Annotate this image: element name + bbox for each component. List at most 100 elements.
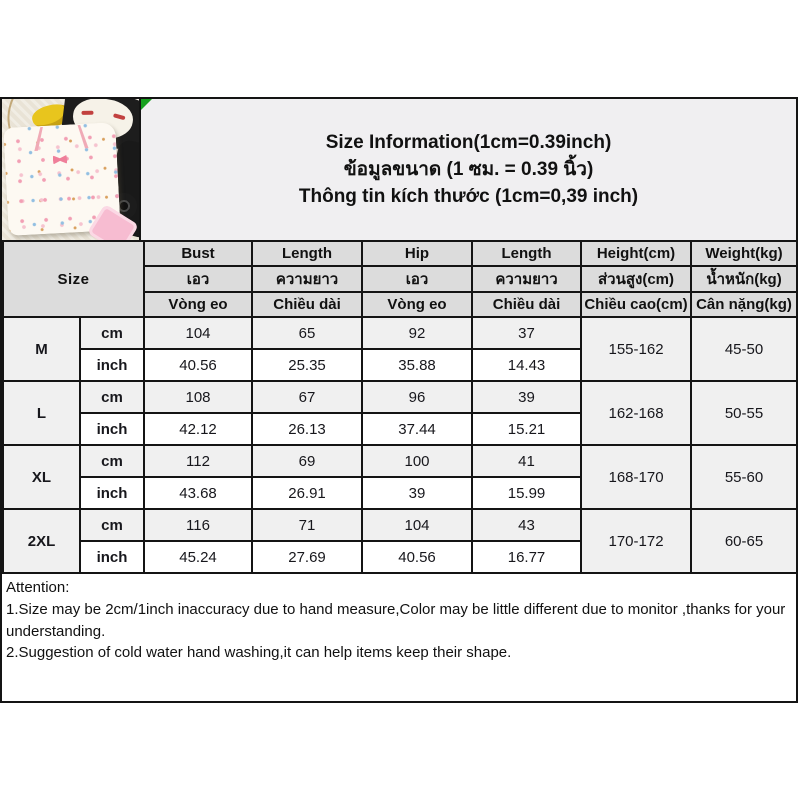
measurement-2xl-inch-3: 16.77 bbox=[471, 540, 583, 574]
weight-range-l: 50-55 bbox=[690, 380, 799, 446]
measurement-xl-cm-2: 100 bbox=[361, 444, 474, 478]
measurement-xl-cm-1: 69 bbox=[251, 444, 364, 478]
unit-label-cm: cm bbox=[78, 380, 146, 414]
size-table: Size Bust Length Hip Length Height(cm) W… bbox=[1, 240, 799, 574]
measurement-l-cm-0: 108 bbox=[143, 380, 254, 414]
measurement-l-cm-1: 67 bbox=[251, 380, 364, 414]
measurement-l-inch-3: 15.21 bbox=[471, 412, 583, 446]
column-header-height-vi: Chiều cao(cm) bbox=[580, 291, 693, 318]
cat-ear-icon bbox=[128, 99, 139, 103]
table-row-xl-cm: XL cm 112 69 100 41 168-170 55-60 bbox=[2, 444, 799, 510]
height-range-l: 162-168 bbox=[580, 380, 693, 446]
measurement-2xl-inch-2: 40.56 bbox=[361, 540, 474, 574]
attention-note-1: 1.Size may be 2cm/1inch inaccuracy due t… bbox=[6, 600, 786, 640]
column-header-hip-vi: Vòng eo bbox=[361, 291, 474, 318]
column-header-weight-th: น้ำหนัก(kg) bbox=[690, 265, 799, 293]
size-corner-label: Size bbox=[1, 240, 146, 318]
attention-heading: Attention: bbox=[6, 579, 70, 596]
title-english: Size Information(1cm=0.39inch) bbox=[325, 132, 612, 153]
measurement-m-cm-1: 65 bbox=[251, 316, 364, 350]
size-label-l: L bbox=[2, 380, 81, 446]
measurement-2xl-inch-1: 27.69 bbox=[251, 540, 364, 574]
column-header-hip-th: เอว bbox=[361, 265, 474, 293]
unit-label-cm: cm bbox=[78, 508, 146, 542]
column-header-height-th: ส่วนสูง(cm) bbox=[580, 265, 693, 293]
unit-label-inch: inch bbox=[78, 540, 146, 574]
size-label-2xl: 2XL bbox=[2, 508, 81, 574]
size-label-m: M bbox=[2, 316, 81, 382]
table-row-l-inch: inch 42.12 26.13 37.44 15.21 bbox=[3, 412, 797, 446]
measurement-2xl-inch-0: 45.24 bbox=[143, 540, 254, 574]
measurement-m-inch-2: 35.88 bbox=[361, 348, 474, 382]
measurement-xl-inch-1: 26.91 bbox=[251, 476, 364, 510]
measurement-2xl-cm-1: 71 bbox=[251, 508, 364, 542]
top-band: Size Information(1cm=0.39inch) ข้อมูลขนา… bbox=[2, 99, 796, 240]
attention-section: Attention: 1.Size may be 2cm/1inch inacc… bbox=[2, 574, 796, 701]
measurement-l-inch-0: 42.12 bbox=[143, 412, 254, 446]
weight-range-2xl: 60-65 bbox=[690, 508, 799, 574]
height-range-m: 155-162 bbox=[580, 316, 693, 382]
size-label-xl: XL bbox=[2, 444, 81, 510]
unit-label-cm: cm bbox=[78, 444, 146, 478]
column-header-length-vi: Chiều dài bbox=[251, 291, 364, 318]
measurement-xl-cm-0: 112 bbox=[143, 444, 254, 478]
size-table-header: Size Bust Length Hip Length Height(cm) W… bbox=[1, 240, 799, 318]
measurement-l-inch-2: 37.44 bbox=[361, 412, 474, 446]
column-header-length2-en: Length bbox=[471, 240, 583, 267]
column-header-length-en: Length bbox=[251, 240, 364, 267]
column-header-length2-vi: Chiều dài bbox=[471, 291, 583, 318]
measurement-2xl-cm-3: 43 bbox=[471, 508, 583, 542]
table-row-xl-inch: inch 43.68 26.91 39 15.99 bbox=[3, 476, 797, 510]
column-header-length-th: ความยาว bbox=[251, 265, 364, 293]
measurement-m-inch-1: 25.35 bbox=[251, 348, 364, 382]
column-header-bust-vi: Vòng eo bbox=[143, 291, 254, 318]
measurement-2xl-cm-0: 116 bbox=[143, 508, 254, 542]
measurement-m-inch-0: 40.56 bbox=[143, 348, 254, 382]
column-header-bust-th: เอว bbox=[143, 265, 254, 293]
column-header-bust-en: Bust bbox=[143, 240, 254, 267]
unit-label-inch: inch bbox=[78, 348, 146, 382]
title-thai: ข้อมูลขนาด (1 ซม. = 0.39 นิ้ว) bbox=[343, 159, 594, 180]
height-range-xl: 168-170 bbox=[580, 444, 693, 510]
unit-label-inch: inch bbox=[78, 412, 146, 446]
cat-eye-icon bbox=[81, 110, 94, 115]
measurement-m-cm-3: 37 bbox=[471, 316, 583, 350]
bow-icon bbox=[53, 155, 67, 165]
title-area: Size Information(1cm=0.39inch) ข้อมูลขนา… bbox=[141, 99, 796, 240]
table-row-2xl-cm: 2XL cm 116 71 104 43 170-172 60-65 bbox=[2, 508, 799, 574]
unit-label-cm: cm bbox=[78, 316, 146, 350]
attention-note-2: 2.Suggestion of cold water hand washing,… bbox=[6, 644, 512, 662]
header-row-vietnamese: Vòng eo Chiều dài Vòng eo Chiều dài Chiề… bbox=[3, 291, 799, 318]
unit-label-inch: inch bbox=[78, 476, 146, 510]
column-header-length2-th: ความยาว bbox=[471, 265, 583, 293]
measurement-l-cm-2: 96 bbox=[361, 380, 474, 414]
table-row-m-inch: inch 40.56 25.35 35.88 14.43 bbox=[3, 348, 797, 382]
title-vietnamese: Thông tin kích thước (1cm=0,39 inch) bbox=[298, 186, 639, 207]
column-header-weight-vi: Cân nặng(kg) bbox=[690, 291, 799, 318]
table-row-2xl-inch: inch 45.24 27.69 40.56 16.77 bbox=[3, 540, 797, 574]
measurement-m-cm-0: 104 bbox=[143, 316, 254, 350]
column-header-hip-en: Hip bbox=[361, 240, 474, 267]
measurement-xl-cm-3: 41 bbox=[471, 444, 583, 478]
measurement-l-inch-1: 26.13 bbox=[251, 412, 364, 446]
weight-range-m: 45-50 bbox=[690, 316, 799, 382]
measurement-xl-inch-3: 15.99 bbox=[471, 476, 583, 510]
measurement-l-cm-3: 39 bbox=[471, 380, 583, 414]
column-header-weight-en: Weight(kg) bbox=[690, 240, 799, 267]
measurement-m-cm-2: 92 bbox=[361, 316, 474, 350]
header-row-english: Size Bust Length Hip Length Height(cm) W… bbox=[1, 240, 799, 318]
weight-range-xl: 55-60 bbox=[690, 444, 799, 510]
header-row-thai: เอว ความยาว เอว ความยาว ส่วนสูง(cm) น้ำห… bbox=[3, 265, 799, 293]
measurement-m-inch-3: 14.43 bbox=[471, 348, 583, 382]
product-photo bbox=[2, 99, 141, 240]
cat-eye-icon bbox=[112, 113, 126, 121]
cell-flag-triangle-icon bbox=[141, 99, 152, 110]
size-chart-sheet: Size Information(1cm=0.39inch) ข้อมูลขนา… bbox=[0, 97, 799, 703]
measurement-2xl-cm-2: 104 bbox=[361, 508, 474, 542]
measurement-xl-inch-0: 43.68 bbox=[143, 476, 254, 510]
height-range-2xl: 170-172 bbox=[580, 508, 693, 574]
